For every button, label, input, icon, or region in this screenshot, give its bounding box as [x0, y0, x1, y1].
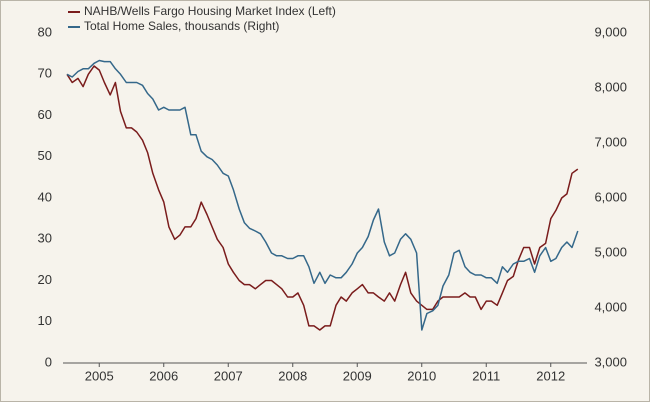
x-tick-label: 2011 — [472, 368, 500, 383]
y-tick-label: 50 — [38, 148, 52, 163]
y2-tick-label: 5,000 — [594, 244, 627, 259]
y2-tick-label: 4,000 — [594, 299, 627, 314]
y-tick-label: 60 — [38, 107, 52, 122]
x-tick-label: 2010 — [407, 368, 436, 383]
legend: NAHB/Wells Fargo Housing Market Index (L… — [68, 4, 336, 33]
legend-label: Total Home Sales, thousands (Right) — [84, 19, 279, 33]
y-tick-label: 40 — [38, 189, 52, 204]
y-tick-label: 0 — [45, 354, 52, 369]
x-tick-label: 2007 — [214, 368, 243, 383]
y-tick-label: 80 — [38, 24, 52, 39]
data-line — [66, 59, 579, 331]
legend-label: NAHB/Wells Fargo Housing Market Index (L… — [84, 4, 336, 18]
x-tick-label: 2008 — [278, 368, 307, 383]
y-tick-label: 30 — [38, 231, 52, 246]
x-tick-label: 2012 — [536, 368, 565, 383]
y-tick-label: 10 — [38, 313, 52, 328]
y2-tick-label: 7,000 — [594, 134, 627, 149]
y-tick-label: 20 — [38, 272, 52, 287]
x-tick-label: 2009 — [343, 368, 372, 383]
x-tick-label: 2006 — [149, 368, 178, 383]
y2-tick-label: 6,000 — [594, 189, 627, 204]
y2-tick-label: 9,000 — [594, 24, 627, 39]
y2-tick-label: 3,000 — [594, 354, 627, 369]
x-tick-label: 2005 — [85, 368, 114, 383]
y-tick-label: 70 — [38, 66, 52, 81]
y2-tick-label: 8,000 — [594, 79, 627, 94]
data-line — [66, 65, 579, 331]
